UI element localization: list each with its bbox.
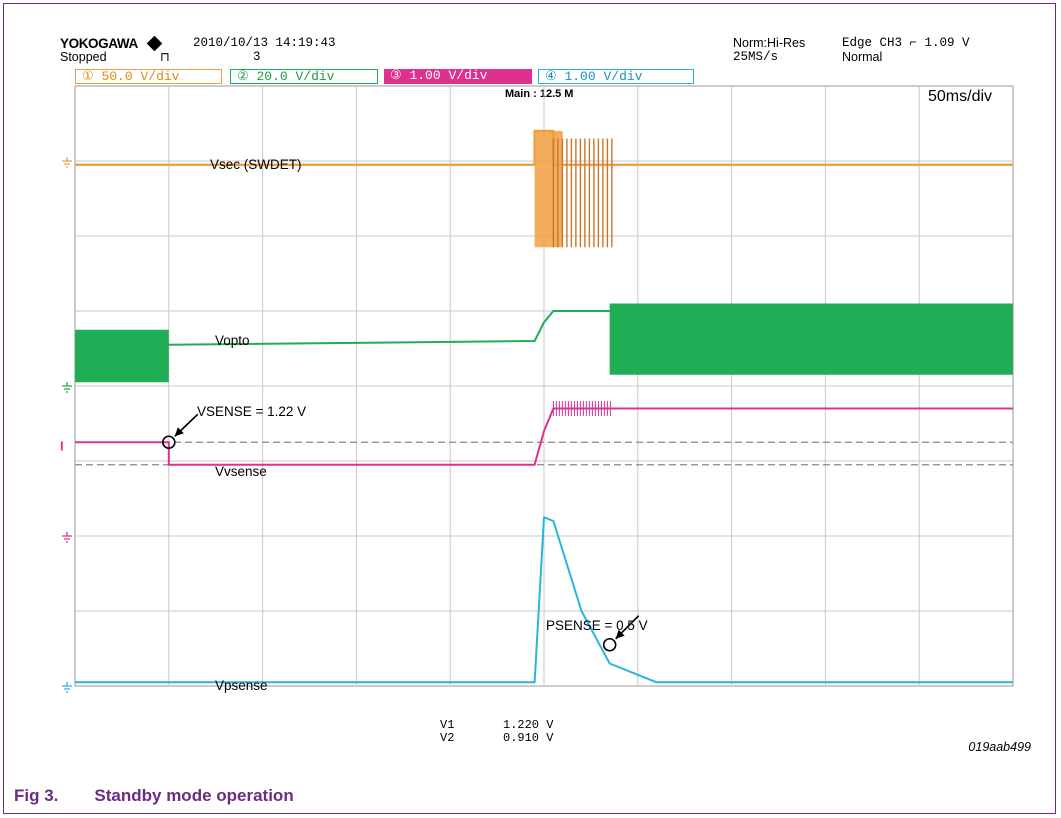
vsense-marker <box>162 435 176 450</box>
scope-datetime: 2010/10/13 14:19:43 <box>193 36 336 50</box>
cursor-v2-label: V2 <box>440 731 455 745</box>
channel-1-scale: ① 50.0 V/div <box>75 69 222 84</box>
channel-4-scale: ④ 1.00 V/div <box>538 69 694 84</box>
annotation-marks <box>162 413 640 652</box>
acquisition-count: 3 <box>253 50 261 64</box>
sample-rate: 25MS/s <box>733 50 779 64</box>
caption-number: Fig 3. <box>14 786 59 805</box>
trigger-mode: Normal <box>842 50 883 64</box>
ground-marker-icon <box>62 382 72 393</box>
psense-marker <box>602 637 617 652</box>
cursor-v1-label: V1 <box>440 718 455 732</box>
psense-annotation: PSENSE = 0.5 V <box>546 618 648 633</box>
timebase-label: 50ms/div <box>928 88 993 105</box>
label-vvsense: Vvsense <box>215 464 267 479</box>
label-vopto: Vopto <box>215 333 250 348</box>
record-length: Main : 12.5 M <box>505 88 574 100</box>
trigger-level-icon: I <box>60 438 64 453</box>
figure-frame <box>3 3 1056 814</box>
channel-3-scale: ③ 1.00 V/div <box>384 69 532 84</box>
cursor-v2-value: 0.910 V <box>503 731 554 745</box>
ground-marker-icon <box>62 157 72 168</box>
vsense-annotation: VSENSE = 1.22 V <box>197 404 307 419</box>
brand-logo: YOKOGAWA <box>60 36 138 51</box>
run-state-icon: ⊓ <box>160 50 170 64</box>
figure-caption: Fig 3. Standby mode operation <box>14 786 294 806</box>
cursor-v1-value: 1.220 V <box>503 718 554 732</box>
ground-marker-icon <box>62 682 72 693</box>
trace-4 <box>75 516 1013 684</box>
trigger-setting: Edge CH3 ⌐ 1.09 V <box>842 36 970 50</box>
scope-status: Stopped <box>60 50 107 64</box>
label-vpsense: Vpsense <box>215 678 268 693</box>
caption-title: Standby mode operation <box>94 786 294 805</box>
vopto-switching-block-left <box>75 329 169 383</box>
traces <box>75 129 1013 684</box>
vopto-switching-block-right <box>609 303 1013 375</box>
acquisition-mode: Norm:Hi-Res <box>733 36 806 50</box>
ground-markers: I <box>60 157 72 693</box>
label-vsec: Vsec (SWDET) <box>210 157 302 172</box>
psense-arrow-head <box>615 629 625 639</box>
channel-2-scale: ② 20.0 V/div <box>230 69 378 84</box>
vsense-arrow-head <box>174 427 184 437</box>
figure-id: 019aab499 <box>968 740 1031 754</box>
trace-3 <box>75 407 1013 466</box>
ground-marker-icon <box>62 532 72 543</box>
